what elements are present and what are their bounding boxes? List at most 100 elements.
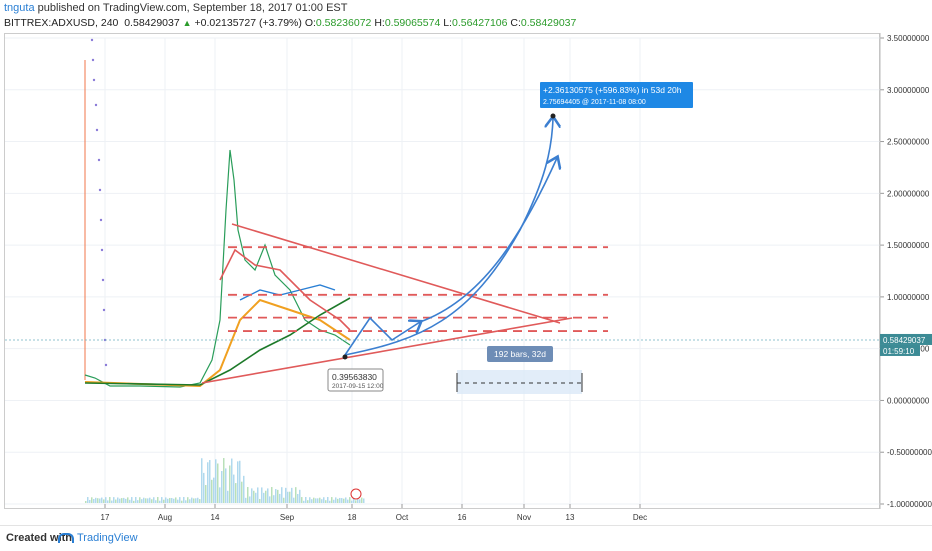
volume-bar bbox=[221, 471, 223, 503]
volume-bar bbox=[273, 495, 275, 503]
sar-dot bbox=[92, 78, 96, 82]
volume-bar bbox=[175, 497, 177, 503]
volume-bar bbox=[321, 499, 323, 503]
volume-bar bbox=[291, 487, 293, 503]
volume-bar bbox=[89, 499, 91, 503]
y-tick-label: -1.00000000 bbox=[887, 500, 932, 509]
low-label-box bbox=[327, 368, 384, 392]
range-label: 192 bars, 32d bbox=[494, 349, 546, 359]
volume-bar bbox=[253, 490, 255, 503]
volume-bar bbox=[101, 497, 103, 503]
published-text: published on TradingView.com, September … bbox=[34, 2, 348, 14]
volume-bar bbox=[117, 497, 119, 503]
low-sub-label: 2017-09-15 12:00 bbox=[332, 383, 384, 390]
volume-bar bbox=[189, 499, 191, 503]
volume-bar bbox=[187, 497, 189, 503]
volume-bar bbox=[135, 497, 137, 503]
volume-bar bbox=[161, 497, 163, 503]
publish-header: tnguta published on TradingView.com, Sep… bbox=[4, 2, 347, 14]
volume-bar bbox=[357, 497, 359, 503]
volume-bar bbox=[211, 479, 213, 503]
open-label: O: bbox=[304, 17, 316, 29]
volume-bar bbox=[173, 498, 175, 503]
sar-dot bbox=[90, 38, 94, 42]
volume-bar bbox=[227, 490, 229, 503]
sar-dot bbox=[95, 128, 99, 132]
volume-bar bbox=[283, 497, 285, 503]
volume-bar bbox=[157, 497, 159, 503]
x-tick-label: 14 bbox=[211, 513, 220, 522]
volume-bars bbox=[85, 458, 365, 503]
volume-bar bbox=[363, 498, 365, 503]
volume-bar bbox=[125, 498, 127, 503]
price-series bbox=[5, 38, 880, 388]
range-box bbox=[457, 370, 582, 394]
volume-bar bbox=[331, 497, 333, 503]
volume-bar bbox=[239, 460, 241, 503]
volume-bar bbox=[97, 498, 99, 503]
symbol-label: BITTREX:ADXUSD, 240 bbox=[4, 17, 119, 29]
volume-bar bbox=[341, 498, 343, 503]
low-label: L: bbox=[443, 17, 452, 29]
grid bbox=[5, 37, 880, 505]
volume-bar bbox=[295, 487, 297, 503]
sar-dot bbox=[91, 58, 95, 62]
volume-bar bbox=[219, 487, 221, 503]
volume-bar bbox=[115, 499, 117, 503]
volume-bar bbox=[105, 497, 107, 503]
sar-dot bbox=[94, 103, 98, 107]
volume-bar bbox=[103, 499, 105, 503]
volume-bar bbox=[123, 497, 125, 503]
volume-bar bbox=[241, 481, 243, 503]
volume-bar bbox=[361, 497, 363, 503]
volume-bar bbox=[127, 497, 129, 503]
volume-bar bbox=[315, 498, 317, 503]
volume-bar bbox=[243, 475, 245, 503]
volume-bar bbox=[261, 487, 263, 503]
event-flag-icon bbox=[350, 488, 362, 500]
footer: Created with TradingView bbox=[0, 525, 932, 551]
x-tick-label: Nov bbox=[517, 513, 531, 522]
tradingview-logo[interactable]: TradingView bbox=[58, 532, 138, 544]
volume-bar bbox=[91, 497, 93, 503]
countdown-label: 01:59:10 bbox=[883, 347, 915, 356]
author-link[interactable]: tnguta bbox=[4, 2, 35, 14]
volume-bar bbox=[235, 483, 237, 503]
volume-bar bbox=[229, 465, 231, 503]
volume-bar bbox=[99, 498, 101, 503]
volume-bar bbox=[327, 497, 329, 503]
volume-bar bbox=[347, 499, 349, 503]
volume-bar bbox=[335, 497, 337, 503]
volume-bar bbox=[113, 497, 115, 503]
low-value: 0.56427106 bbox=[451, 17, 508, 29]
volume-bar bbox=[155, 500, 157, 503]
volume-bar bbox=[111, 500, 113, 503]
volume-bar bbox=[93, 499, 95, 503]
volume-bar bbox=[95, 497, 97, 503]
volume-bar bbox=[307, 500, 309, 503]
target-sub-label: 2.75694405 @ 2017-11-08 08:00 bbox=[543, 99, 646, 106]
countdown-tag bbox=[880, 344, 920, 356]
volume-bar bbox=[141, 499, 143, 503]
tradingview-icon bbox=[58, 533, 74, 544]
projection-curve-alt bbox=[419, 158, 557, 323]
current-price-label: 0.58429037 bbox=[883, 336, 926, 345]
x-tick-label: 13 bbox=[566, 513, 575, 522]
volume-bar bbox=[339, 497, 341, 503]
volume-bar bbox=[167, 498, 169, 503]
ma-blue bbox=[239, 284, 336, 301]
volume-bar bbox=[171, 498, 173, 503]
volume-bar bbox=[325, 500, 327, 503]
volume-bar bbox=[201, 458, 203, 503]
volume-bar bbox=[179, 497, 181, 503]
ma-green bbox=[84, 297, 351, 386]
volume-bar bbox=[207, 462, 209, 503]
volume-bar bbox=[355, 500, 357, 503]
price-line bbox=[84, 149, 351, 388]
change-value: +0.02135727 (+3.79%) bbox=[194, 17, 302, 29]
volume-bar bbox=[147, 498, 149, 503]
close-value: 0.58429037 bbox=[520, 17, 577, 29]
trendline-upper bbox=[231, 223, 561, 324]
up-arrow-icon: ▲ bbox=[182, 18, 192, 28]
